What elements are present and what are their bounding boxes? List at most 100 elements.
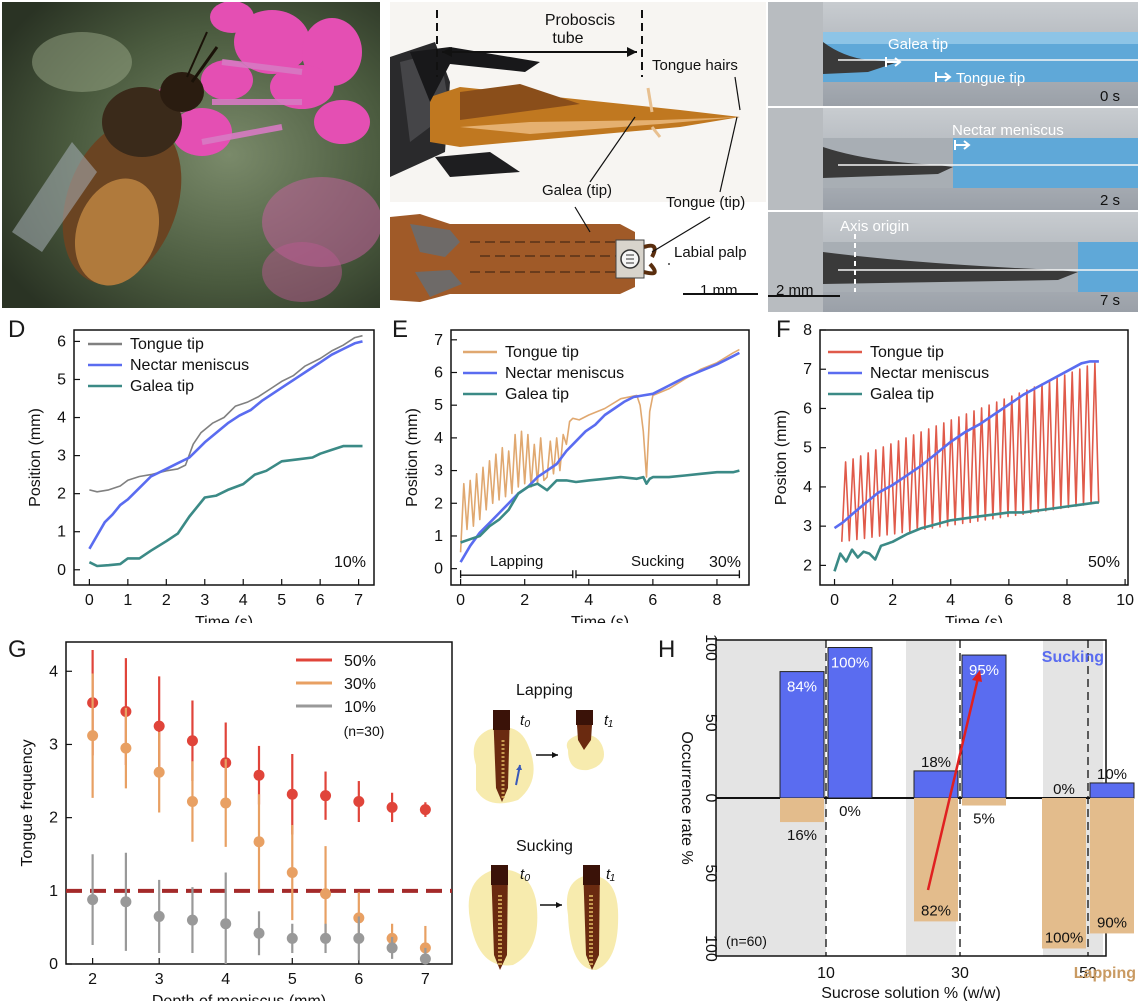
data-point [120,742,132,754]
series-line-galea-tip [460,469,740,544]
x-tick-label: 3 [200,592,209,609]
y-tick-label: 2 [434,495,443,512]
series-line-galea-tip [88,444,363,568]
x-tick-label: 7 [421,971,430,988]
capillary-frames: Galea tip Tongue tip 0 s Nectar meniscus… [768,2,1138,312]
y-tick-label: 2 [803,557,812,574]
sucking-value-label: 84% [787,679,817,696]
series-line-nectar-meniscus [833,360,1099,530]
y-tick-label: 1 [57,524,66,541]
sucking-bar [1089,782,1135,799]
data-point [153,766,165,778]
x-tick-label: 8 [1063,592,1072,609]
x-tick-label: 4 [946,592,955,609]
t0-label-sucking: t₀ [520,866,531,883]
data-point [153,720,165,732]
y-axis-label: Positon (mm) [773,410,790,505]
proboscis-label: Proboscis tube [544,12,616,47]
legend-label: Galea tip [505,386,569,403]
y-tick-label: 4 [434,430,443,447]
lapping-value-label: 100% [1045,929,1083,946]
data-point [220,918,232,930]
y-tick-label: 0 [702,794,719,803]
x-axis-label: Time (s) [945,614,1003,623]
sucking-value-label: 100% [831,655,869,672]
data-point [253,836,265,848]
x-axis-label: Sucrose solution % (w/w) [821,985,1001,1001]
x-tick-label: 2 [162,592,171,609]
sucking-value-label: 18% [921,754,951,771]
y-tick-label: 7 [803,361,812,378]
series-line-nectar-meniscus [88,340,363,550]
frame-time-0: 0 s [1100,88,1121,105]
chart-f: 0 2 4 6 8 10 2 3 4 5 6 7 8 Time (s) Positon (mm) 50% Ton… [773,322,1134,623]
sample-size-note: (n=30) [344,723,385,739]
y-tick-label: 50 [702,864,719,882]
x-tick-label: 0 [456,592,465,609]
legend-label: Nectar meniscus [870,365,989,382]
x-tick-label: 6 [316,592,325,609]
nectar-meniscus-frame-label: Nectar meniscus [952,122,1064,139]
lapping-schematic [473,710,604,804]
x-tick-label: 2 [888,592,897,609]
lapping-value-label: 0% [839,803,861,820]
series-line-tongue-tip [841,362,1100,542]
chart-e: 0 2 4 6 8 0 1 2 3 4 5 6 7 Time (s) Position (mm) 30% Ton… [404,329,750,623]
data-point [253,927,265,939]
x-tick-label: 2 [88,971,97,988]
legend-label: 30% [344,676,376,693]
galea-tip-label: Galea (tip) [542,182,613,199]
y-tick-label: 2 [57,486,66,503]
series-line-tongue-tip [89,334,363,493]
y-tick-label: 6 [803,400,812,417]
legend-label: Galea tip [130,378,194,395]
x-tick-label: 0 [830,592,839,609]
y-tick-label: 5 [803,440,812,457]
chart-g: 2 3 4 5 6 7 0 1 2 3 4 Depth of meniscus (mm) Tongue … [19,641,453,1001]
lapping-bar [1042,798,1086,949]
sucking-axis-label: Sucking [1042,649,1104,666]
panel-label-d: D [8,316,26,343]
data-point [320,888,332,900]
data-point [87,894,99,906]
plot-frame [819,329,1129,586]
scale-bar-c-label: 2 mm [776,282,814,299]
y-axis-label: Tongue frequency [19,739,36,866]
x-tick-label: 5 [277,592,286,609]
y-tick-label: 4 [803,479,812,496]
data-point [353,796,365,808]
chart-h: 84% 16% 100% 0% 10 18% 82% 95% 5% 30 0% 100% 10% 90% 5… [678,634,1136,1001]
tongue-tip-label: Tongue (tip) [666,194,746,211]
labial-palp-label: Labial palp [674,244,747,261]
axis-origin-label: Axis origin [840,218,910,235]
frame-time-2: 7 s [1100,292,1121,309]
panel-label-h: H [658,636,676,663]
y-tick-label: 3 [57,448,66,465]
sucking-schematic [468,865,619,970]
x-tick-label: 4 [584,592,593,609]
phase-label: Lapping [490,553,543,570]
data-point [253,769,265,781]
proboscis-figure: Proboscis tube Tongue hairs Galea (tip) … [390,2,766,308]
scale-bar-label: 1 mm [700,282,738,299]
y-axis-label: Occurrence rate % [678,731,695,864]
data-point [419,953,431,965]
data-point [286,932,298,944]
x-tick-label: 10 [817,965,835,982]
legend-label: 10% [344,699,376,716]
lapping-axis-label: Lapping [1074,965,1136,982]
x-tick-label: 6 [354,971,363,988]
lapping-value-label: 16% [787,827,817,844]
y-tick-label: 1 [49,883,58,900]
sucking-value-label: 95% [969,662,999,679]
phase-label: Sucking [631,553,684,570]
galea-tip-frame-label: Galea tip [888,36,949,53]
lapping-value-label: 5% [973,811,995,828]
data-point [87,730,99,742]
t1-label-lapping: t₁ [604,712,613,729]
concentration-annotation: 30% [709,554,741,571]
legend-label: Tongue tip [870,344,944,361]
y-tick-label: 5 [434,397,443,414]
x-axis-label: Depth of meniscus (mm) [152,993,326,1001]
data-point [419,804,431,816]
